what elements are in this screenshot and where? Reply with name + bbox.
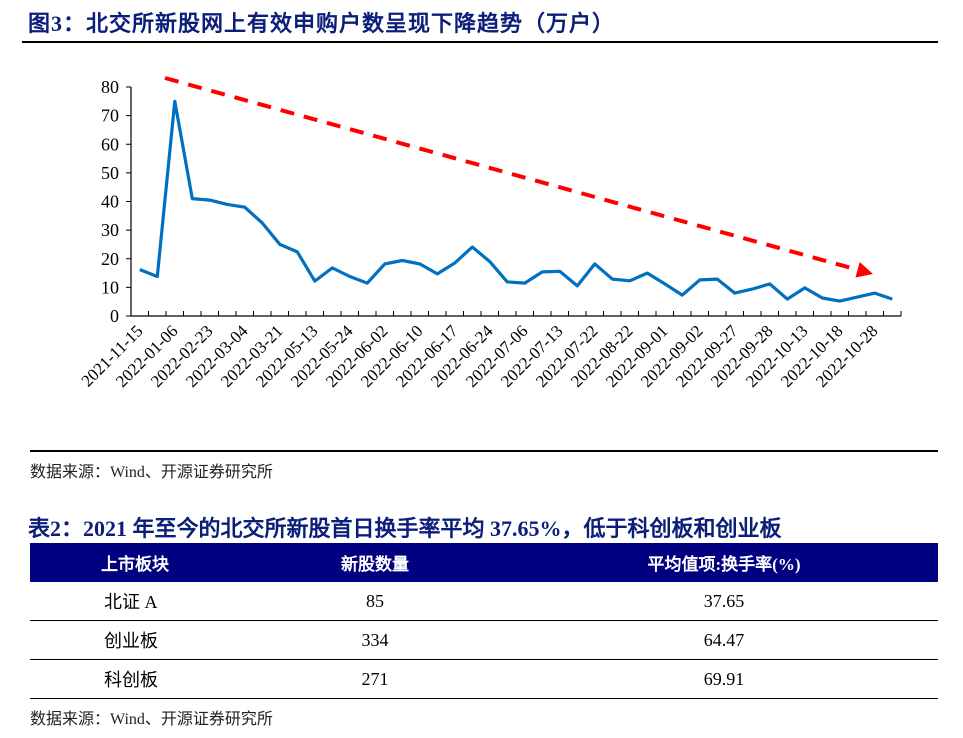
- svg-text:80: 80: [101, 77, 119, 97]
- svg-text:20: 20: [101, 249, 119, 269]
- svg-text:50: 50: [101, 163, 119, 183]
- table-row: 北证 A 85 37.65: [30, 582, 938, 621]
- chart-axes: [126, 86, 902, 317]
- table-cell: 334: [240, 620, 510, 660]
- column-header: 平均值项:换手率(%): [510, 543, 938, 582]
- svg-text:10: 10: [101, 277, 119, 297]
- table-cell: 64.47: [510, 620, 938, 660]
- table-source-note: 数据来源：Wind、开源证券研究所: [30, 711, 273, 728]
- data-line: [139, 99, 893, 303]
- svg-text:40: 40: [101, 192, 119, 212]
- y-axis-labels: 0 10 20 30 40 50 60 70 80: [101, 77, 119, 326]
- figure-title: 图3：北交所新股网上有效申购户数呈现下降趋势（万户）: [28, 11, 616, 36]
- title-rule: [22, 41, 938, 43]
- table-row: 创业板 334 64.47: [30, 620, 938, 660]
- table-header-row: 上市板块 新股数量 平均值项:换手率(%): [30, 543, 938, 582]
- chart-source-note: 数据来源：Wind、开源证券研究所: [30, 464, 273, 481]
- table-cell: 创业板: [30, 620, 240, 660]
- column-header: 新股数量: [240, 543, 510, 582]
- svg-text:70: 70: [101, 106, 119, 126]
- table-row: 科创板 271 69.91: [30, 659, 938, 699]
- chart-bottom-rule: [30, 450, 938, 452]
- svg-text:60: 60: [101, 134, 119, 154]
- data-table: 上市板块 新股数量 平均值项:换手率(%) 北证 A 85 37.65 创业板 …: [30, 543, 938, 699]
- x-axis-labels: 2021-11-152022-01-062022-02-232022-03-04…: [77, 321, 881, 391]
- svg-text:30: 30: [101, 220, 119, 240]
- table-cell: 37.65: [510, 582, 938, 621]
- table-cell: 北证 A: [30, 582, 240, 621]
- table-cell: 科创板: [30, 659, 240, 699]
- table-title: 表2：2021 年至今的北交所新股首日换手率平均 37.65%，低于科创板和创业…: [28, 516, 782, 541]
- table-cell: 69.91: [510, 659, 938, 699]
- svg-text:0: 0: [110, 306, 119, 326]
- column-header: 上市板块: [30, 543, 240, 582]
- table-cell: 271: [240, 659, 510, 699]
- line-chart: 0 10 20 30 40 50 60 70 80 2021-11-152022-01-0620…: [77, 76, 902, 391]
- table-cell: 85: [240, 582, 510, 621]
- trend-arrow: [164, 76, 873, 278]
